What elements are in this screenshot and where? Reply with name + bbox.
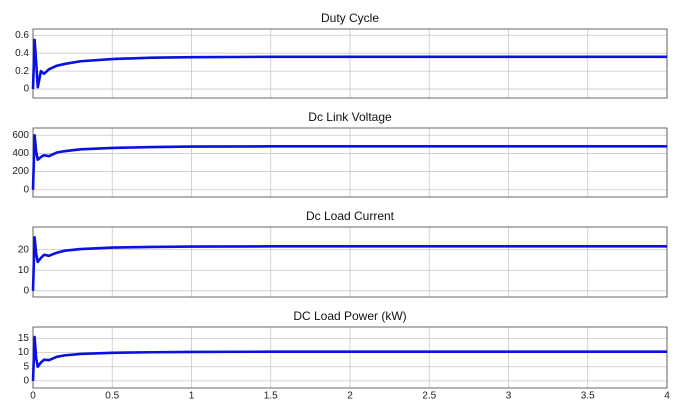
y-tick-label: 10 — [18, 265, 30, 276]
line-series — [31, 38, 667, 90]
x-tick-label: 0.5 — [105, 391, 119, 401]
y-tick-label: 0.4 — [15, 48, 29, 59]
y-tick-label: 0 — [23, 84, 29, 95]
y-tick-label: 0 — [23, 184, 29, 195]
y-tick-label: 200 — [12, 166, 29, 177]
x-tick-label: 3.5 — [581, 391, 595, 401]
x-tick-label: 2 — [347, 391, 353, 401]
y-tick-label: 0.2 — [15, 66, 29, 77]
plot-title: DC Load Power (kW) — [293, 309, 406, 323]
y-tick-label: 600 — [12, 130, 29, 141]
x-tick-label: 0 — [30, 391, 36, 401]
x-tick-label: 1.5 — [264, 391, 278, 401]
line-series — [31, 235, 667, 291]
y-tick-label: 5 — [23, 361, 29, 372]
line-series — [31, 133, 667, 190]
plot-title: Dc Link Voltage — [308, 110, 392, 124]
y-tick-label: 15 — [18, 333, 30, 344]
x-tick-label: 2.5 — [422, 391, 436, 401]
y-tick-label: 0 — [23, 376, 29, 387]
y-tick-label: 400 — [12, 148, 29, 159]
line-series — [31, 335, 667, 381]
y-tick-label: 20 — [18, 244, 30, 255]
x-tick-label: 1 — [189, 391, 195, 401]
plot-title: Duty Cycle — [321, 11, 379, 25]
y-tick-label: 0 — [23, 285, 29, 296]
y-tick-label: 10 — [18, 347, 30, 358]
y-tick-label: 0.6 — [15, 30, 29, 41]
plot-title: Dc Load Current — [306, 209, 395, 223]
x-tick-label: 3 — [506, 391, 512, 401]
x-tick-label: 4 — [664, 391, 670, 401]
